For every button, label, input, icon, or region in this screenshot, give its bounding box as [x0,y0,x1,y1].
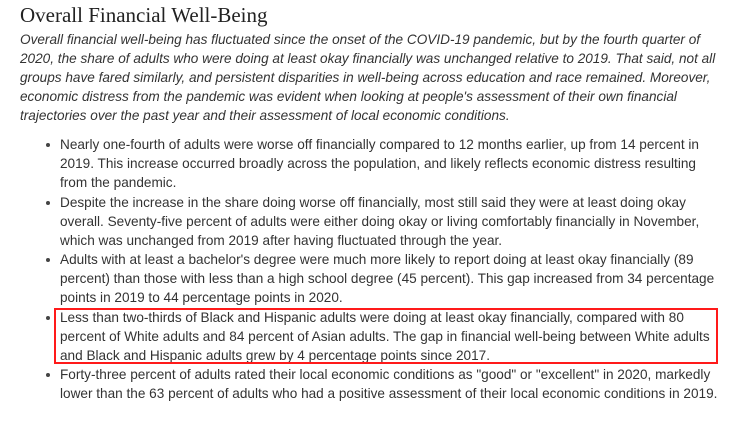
list-item: Despite the increase in the share doing … [46,193,720,250]
section-title: Overall Financial Well-Being [20,3,268,27]
list-item: Nearly one-fourth of adults were worse o… [46,135,720,192]
findings-list: Nearly one-fourth of adults were worse o… [0,135,720,404]
list-item: Adults with at least a bachelor's degree… [46,250,720,307]
list-item-highlighted: Less than two-thirds of Black and Hispan… [46,308,720,365]
list-item: Forty-three percent of adults rated thei… [46,365,720,403]
intro-paragraph: Overall financial well-being has fluctua… [20,32,716,123]
